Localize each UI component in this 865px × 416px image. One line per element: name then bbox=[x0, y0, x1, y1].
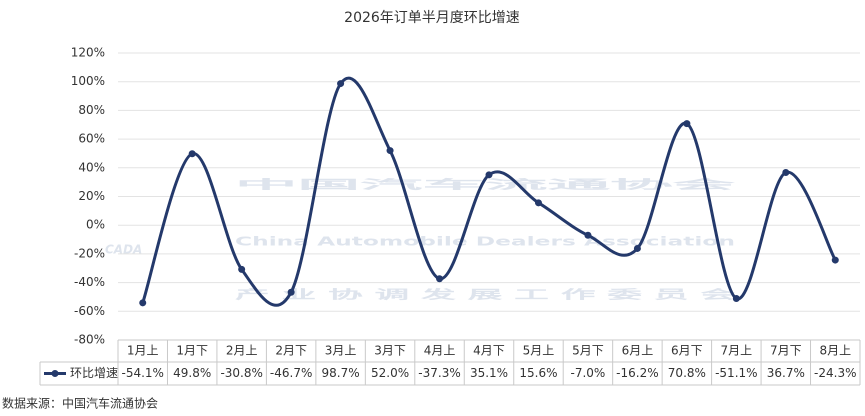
marker bbox=[287, 288, 295, 296]
data-label: -24.3% bbox=[814, 366, 856, 380]
x-tick-label: 2月上 bbox=[226, 344, 258, 358]
y-tick-label: 0% bbox=[86, 218, 105, 232]
marker bbox=[633, 244, 641, 252]
marker bbox=[732, 295, 740, 303]
x-tick-label: 7月上 bbox=[721, 344, 753, 358]
legend-marker bbox=[51, 370, 59, 377]
x-tick-label: 7月下 bbox=[770, 344, 802, 358]
x-tick-label: 3月下 bbox=[374, 344, 406, 358]
data-label: 52.0% bbox=[371, 366, 409, 380]
y-tick-label: -40% bbox=[74, 275, 105, 289]
y-tick-label: -60% bbox=[74, 304, 105, 318]
marker bbox=[238, 265, 246, 273]
data-label: 49.8% bbox=[173, 366, 211, 380]
chart-title: 2026年订单半月度环比增速 bbox=[344, 10, 520, 26]
y-tick-label: 40% bbox=[78, 160, 105, 174]
watermark-name: 中国汽车流通协会 bbox=[235, 177, 740, 192]
marker bbox=[584, 231, 592, 239]
x-tick-label: 4月上 bbox=[424, 344, 456, 358]
x-tick-label: 1月下 bbox=[176, 344, 208, 358]
data-label: -16.2% bbox=[616, 366, 658, 380]
marker bbox=[139, 299, 147, 307]
x-tick-label: 8月上 bbox=[819, 344, 851, 358]
x-tick-label: 3月上 bbox=[325, 344, 357, 358]
marker bbox=[436, 275, 444, 283]
data-label: -37.3% bbox=[418, 366, 460, 380]
data-label: 98.7% bbox=[322, 366, 360, 380]
data-label: -51.1% bbox=[715, 366, 757, 380]
data-label: -30.8% bbox=[220, 366, 262, 380]
x-tick-label: 4月下 bbox=[473, 344, 505, 358]
marker bbox=[831, 256, 839, 264]
marker bbox=[386, 147, 394, 155]
y-tick-label: 60% bbox=[78, 132, 105, 146]
marker bbox=[337, 80, 345, 88]
watermark-english: China Automobile Dealers Association bbox=[235, 235, 735, 249]
x-tick-label: 5月上 bbox=[523, 344, 555, 358]
y-tick-label: 100% bbox=[71, 74, 105, 88]
watermark-logo: CADA bbox=[105, 243, 142, 257]
data-label: -46.7% bbox=[270, 366, 312, 380]
x-tick-label: 2月下 bbox=[275, 344, 307, 358]
y-tick-label: -20% bbox=[74, 246, 105, 260]
x-tick-label: 6月下 bbox=[671, 344, 703, 358]
marker bbox=[485, 171, 493, 179]
legend-label: 环比增速 bbox=[70, 366, 118, 380]
data-label: 36.7% bbox=[767, 366, 805, 380]
source-note: 数据来源：中国汽车流通协会 bbox=[2, 396, 158, 411]
y-tick-label: 120% bbox=[71, 46, 105, 60]
y-tick-label: 20% bbox=[78, 189, 105, 203]
marker bbox=[188, 150, 196, 158]
marker bbox=[534, 199, 542, 207]
y-tick-label: 80% bbox=[78, 103, 105, 117]
marker bbox=[683, 120, 691, 128]
data-label: 70.8% bbox=[668, 366, 706, 380]
data-label: -7.0% bbox=[571, 366, 606, 380]
line-series bbox=[141, 76, 837, 307]
x-tick-label: 5月下 bbox=[572, 344, 604, 358]
x-tick-label: 6月上 bbox=[622, 344, 654, 358]
data-label: -54.1% bbox=[122, 366, 164, 380]
data-label: 15.6% bbox=[519, 366, 557, 380]
watermark-committee: 产 业 协 调 发 展 工 作 委 员 会 bbox=[235, 287, 738, 302]
x-tick-label: 1月上 bbox=[127, 344, 159, 358]
data-label: 35.1% bbox=[470, 366, 508, 380]
y-tick-label: -80% bbox=[74, 333, 105, 347]
marker bbox=[782, 169, 790, 177]
